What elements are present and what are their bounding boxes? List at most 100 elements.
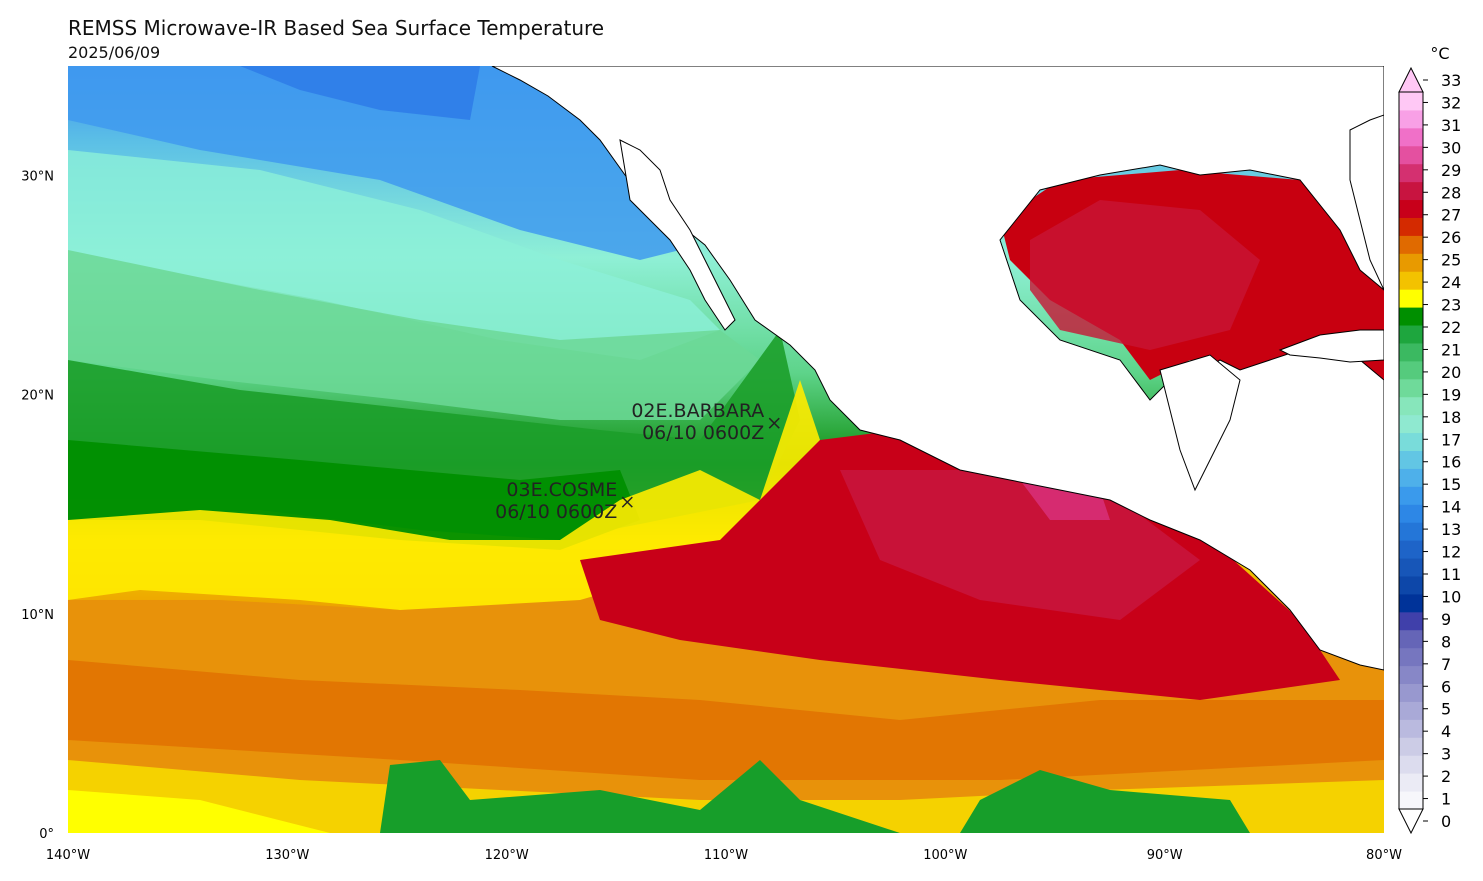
storm-time-label: 06/10 0600Z [495, 501, 617, 523]
colorbar-outline [1398, 91, 1424, 810]
colorbar-block [1399, 396, 1423, 416]
colorbar-block [1399, 450, 1423, 469]
colorbar-tick-label: 14 [1441, 498, 1461, 517]
colorbar-tick-label: 33 [1441, 71, 1461, 90]
lon-tick-label: 100°W [923, 848, 967, 863]
longitude-axis: 140°W 130°W 120°W 110°W 100°W 90°W 80°W [46, 848, 1402, 863]
lon-tick-label: 130°W [265, 848, 309, 863]
colorbar-tick-label: 5 [1441, 700, 1451, 719]
lat-tick-label: 30°N [21, 170, 54, 185]
colorbar-block [1399, 755, 1423, 774]
colorbar-tick-label: 3 [1441, 745, 1451, 764]
lat-tick-label: 10°N [21, 608, 54, 623]
colorbar-tick-label: 11 [1441, 565, 1461, 584]
colorbar-block [1399, 558, 1423, 577]
colorbar-block [1399, 773, 1423, 792]
colorbar-block [1399, 737, 1423, 756]
colorbar-tick-label: 10 [1441, 587, 1461, 606]
colorbar-tick-label: 31 [1441, 116, 1461, 135]
colorbar-tick-label: 24 [1441, 273, 1461, 292]
lon-tick-label: 110°W [704, 848, 748, 863]
lon-tick-label: 140°W [46, 848, 90, 863]
colorbar-block [1399, 719, 1423, 738]
storm-name-label: 02E.BARBARA [631, 400, 764, 422]
colorbar-block [1399, 701, 1423, 720]
colorbar-block [1399, 163, 1423, 183]
colorbar-tick-label: 0 [1441, 812, 1451, 831]
colorbar-block [1399, 253, 1423, 272]
colorbar-tick-label: 12 [1441, 543, 1461, 562]
colorbar-block [1399, 127, 1423, 147]
colorbar-block [1399, 486, 1423, 505]
colorbar-tick-label: 27 [1441, 206, 1461, 225]
sst-field [68, 66, 1384, 833]
colorbar-block [1399, 217, 1423, 236]
colorbar-block [1399, 683, 1423, 702]
colorbar-block [1399, 378, 1423, 398]
colorbar-tick-label: 19 [1441, 385, 1461, 404]
colorbar-tick-label: 2 [1441, 767, 1451, 786]
colorbar-tick-label: 32 [1441, 93, 1461, 112]
colorbar-bottom-extend [1398, 808, 1424, 835]
colorbar-tick-label: 18 [1441, 408, 1461, 427]
colorbar-block [1399, 145, 1423, 165]
colorbar-block [1399, 199, 1423, 218]
colorbar-block [1399, 593, 1423, 613]
colorbar-tick-label: 4 [1441, 722, 1451, 741]
storm-time-label: 06/10 0600Z [642, 422, 764, 444]
colorbar-tick-label: 17 [1441, 430, 1461, 449]
colorbar-block [1399, 647, 1423, 667]
colorbar-block [1399, 181, 1423, 201]
colorbar-block [1399, 629, 1423, 649]
latitude-axis: 30°N 20°N 10°N 0° [21, 170, 54, 842]
colorbar-tick-label: 23 [1441, 296, 1461, 315]
lon-tick-label: 90°W [1147, 848, 1183, 863]
map-title: REMSS Microwave-IR Based Sea Surface Tem… [68, 16, 605, 40]
colorbar-block [1399, 109, 1423, 129]
land [491, 66, 1384, 671]
colorbar-block [1399, 432, 1423, 451]
colorbar-tick-label: 7 [1441, 655, 1451, 674]
colorbar-top-extend [1398, 66, 1424, 93]
map-date: 2025/06/09 [68, 43, 161, 62]
colorbar-block [1399, 504, 1423, 523]
colorbar-block [1399, 665, 1423, 685]
lon-tick-label: 120°W [485, 848, 529, 863]
colorbar-block [1399, 791, 1423, 810]
colorbar-block [1399, 325, 1423, 344]
colorbar-tick-label: 29 [1441, 161, 1461, 180]
colorbar-tick-label: 6 [1441, 677, 1451, 696]
colorbar-tick-label: 1 [1441, 790, 1451, 809]
colorbar-tick-label: 16 [1441, 453, 1461, 472]
colorbar-block [1399, 360, 1423, 380]
colorbar-unit: °C [1430, 44, 1449, 63]
colorbar-block [1399, 575, 1423, 595]
colorbar-block [1399, 342, 1423, 362]
colorbar-tick-label: 13 [1441, 520, 1461, 539]
colorbar-tick-label: 25 [1441, 251, 1461, 270]
colorbar-tick-label: 26 [1441, 228, 1461, 247]
colorbar-block [1399, 540, 1423, 559]
colorbar-block [1399, 92, 1423, 111]
colorbar-block [1399, 235, 1423, 254]
colorbar-tick-label: 22 [1441, 318, 1461, 337]
colorbar-tick-label: 9 [1441, 610, 1451, 629]
colorbar-tick-label: 8 [1441, 632, 1451, 651]
storm-name-label: 03E.COSME [506, 479, 617, 501]
temperature-colorbar: 0123456789101112131415161718192021222324… [1398, 66, 1461, 835]
colorbar-block [1399, 468, 1423, 487]
colorbar-block [1399, 522, 1423, 541]
colorbar-tick-label: 28 [1441, 183, 1461, 202]
colorbar-block [1399, 307, 1423, 326]
colorbar-block [1399, 271, 1423, 290]
lat-tick-label: 0° [39, 827, 54, 842]
colorbar-tick-label: 30 [1441, 138, 1461, 157]
colorbar-tick-label: 15 [1441, 475, 1461, 494]
storm-x-mark [621, 496, 633, 508]
colorbar-tick-label: 21 [1441, 340, 1461, 359]
colorbar-block [1399, 289, 1423, 308]
lat-tick-label: 20°N [21, 389, 54, 404]
colorbar-tick-label: 20 [1441, 363, 1461, 382]
